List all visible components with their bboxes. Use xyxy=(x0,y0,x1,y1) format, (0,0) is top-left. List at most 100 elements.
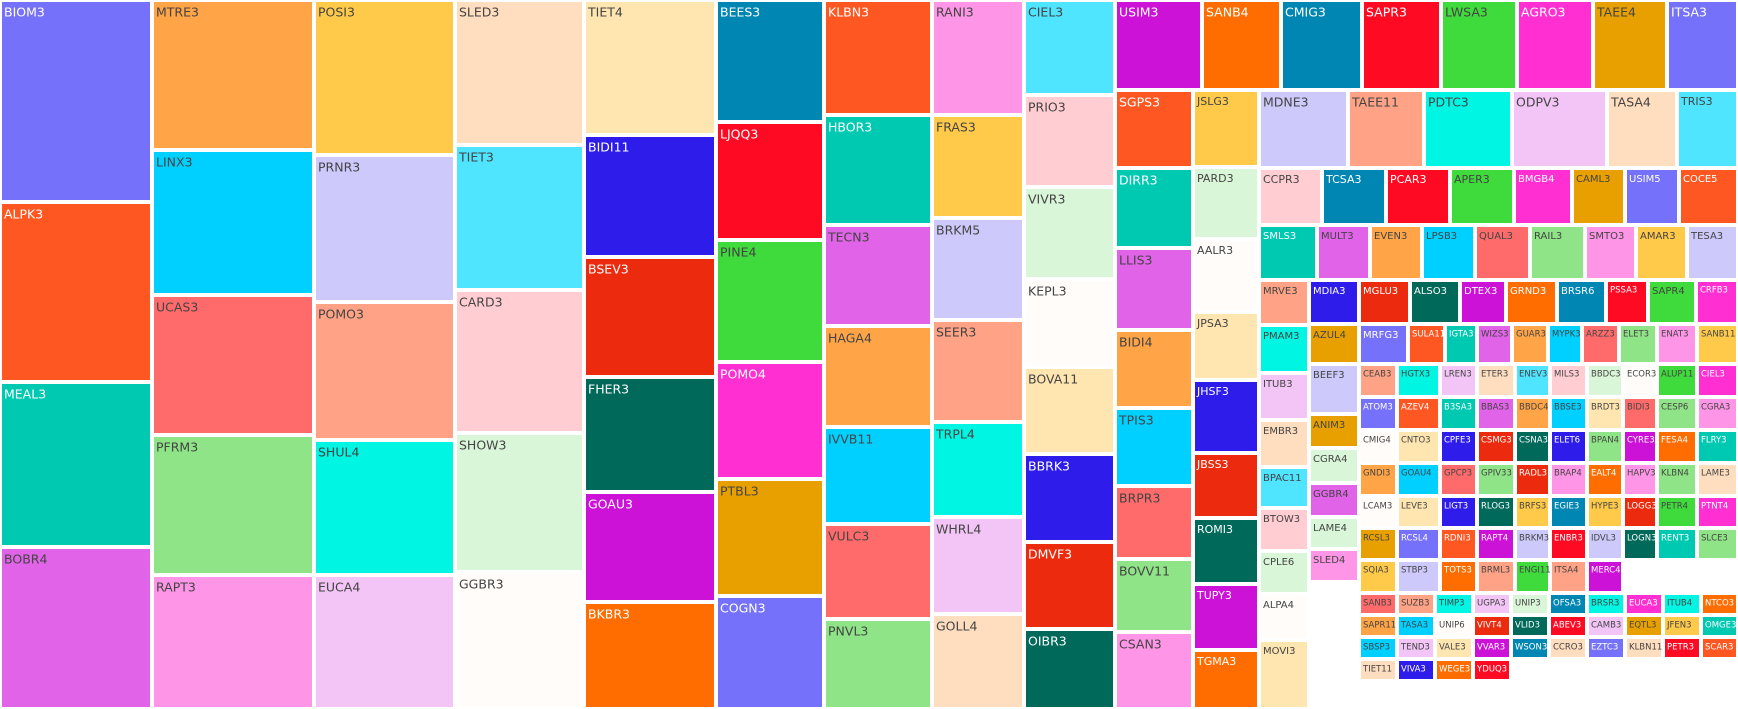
treemap-tile-alpa4-108[interactable]: ALPA4 xyxy=(1259,594,1309,640)
treemap-tile-csmg3-156[interactable]: CSMG3 xyxy=(1477,430,1515,463)
treemap-tile-oibr3-52[interactable]: OIBR3 xyxy=(1024,629,1115,709)
treemap-tile-rect[interactable] xyxy=(1511,593,1549,615)
treemap-tile-bsev3-21[interactable]: BSEV3 xyxy=(584,257,716,377)
treemap-tile-rect[interactable] xyxy=(1115,0,1202,90)
treemap-tile-rect[interactable] xyxy=(1477,496,1515,528)
treemap-tile-ceab3-131[interactable]: CEAB3 xyxy=(1359,364,1397,397)
treemap-tile-rapt4-188[interactable]: RAPT4 xyxy=(1477,528,1515,560)
treemap-tile-ggbr3-18[interactable]: GGBR3 xyxy=(455,572,584,709)
treemap-tile-rect[interactable] xyxy=(1697,496,1738,528)
treemap-tile-mdne3-78[interactable]: MDNE3 xyxy=(1259,90,1348,168)
treemap-tile-sapr3-56[interactable]: SAPR3 xyxy=(1362,0,1441,90)
treemap-tile-rect[interactable] xyxy=(1259,373,1309,420)
treemap-tile-vale3-225[interactable]: VALE3 xyxy=(1435,637,1473,659)
treemap-tile-cmig4-153[interactable]: CMIG4 xyxy=(1359,430,1397,463)
treemap-tile-pomo4-28[interactable]: POMO4 xyxy=(716,362,824,479)
treemap-tile-shul4-12[interactable]: SHUL4 xyxy=(314,440,455,575)
treemap-tile-rect[interactable] xyxy=(1475,225,1530,280)
treemap-tile-mils3-136[interactable]: MILS3 xyxy=(1550,364,1587,397)
treemap-tile-rect[interactable] xyxy=(1548,324,1582,364)
treemap-tile-wson33-227[interactable]: WSON33 xyxy=(1511,637,1553,659)
treemap-tile-rect[interactable] xyxy=(1359,364,1397,397)
treemap-tile-sanb3-203[interactable]: SANB3 xyxy=(1359,593,1397,615)
treemap-tile-trpl4-42[interactable]: TRPL4 xyxy=(932,422,1024,517)
treemap-tile-rect[interactable] xyxy=(1663,593,1701,615)
treemap-tile-show3-17[interactable]: SHOW3 xyxy=(455,433,584,572)
treemap-tile-bpan4-159[interactable]: BPAN4 xyxy=(1587,430,1623,463)
treemap-tile-rect[interactable] xyxy=(1397,528,1440,560)
treemap-tile-rect[interactable] xyxy=(1572,168,1625,225)
treemap-tile-biom3-0[interactable]: BIOM3 xyxy=(0,0,152,202)
treemap-tile-rect[interactable] xyxy=(1657,430,1697,463)
treemap-tile-rect[interactable] xyxy=(455,145,584,290)
treemap-tile-suzb3-204[interactable]: SUZB3 xyxy=(1397,593,1435,615)
treemap-tile-bees3-25[interactable]: BEES3 xyxy=(716,0,824,122)
treemap-tile-vvar3-226[interactable]: VVAR3 xyxy=(1473,637,1511,659)
treemap-tile-itsa4-201[interactable]: ITSA4 xyxy=(1550,560,1587,593)
treemap-tile-vivt4-216[interactable]: VIVT4 xyxy=(1473,615,1511,637)
treemap-tile-rect[interactable] xyxy=(1422,225,1475,280)
treemap-tile-rect[interactable] xyxy=(716,240,824,362)
treemap-tile-rect[interactable] xyxy=(1440,430,1477,463)
treemap-tile-rect[interactable] xyxy=(314,0,455,155)
treemap-tile-rect[interactable] xyxy=(1259,168,1322,225)
treemap-tile-prnr3-10[interactable]: PRNR3 xyxy=(314,155,455,302)
treemap-tile-bbas3-145[interactable]: BBAS3 xyxy=(1477,397,1515,430)
treemap-tile-brfs3-179[interactable]: BRFS3 xyxy=(1515,496,1550,528)
treemap-tile-kepl3-48[interactable]: KEPL3 xyxy=(1024,279,1115,367)
treemap-tile-rect[interactable] xyxy=(1359,659,1397,681)
treemap-tile-itsa3-60[interactable]: ITSA3 xyxy=(1667,0,1738,90)
treemap-tile-smls3-92[interactable]: SMLS3 xyxy=(1259,225,1317,280)
treemap-tile-rect[interactable] xyxy=(1024,629,1115,709)
treemap-tile-ciel3-45[interactable]: CIEL3 xyxy=(1024,0,1115,95)
treemap-tile-rect[interactable] xyxy=(314,302,455,440)
treemap-tile-rect[interactable] xyxy=(1623,528,1657,560)
treemap-tile-rect[interactable] xyxy=(1359,593,1397,615)
treemap-tile-rect[interactable] xyxy=(1477,463,1515,496)
treemap-tile-rect[interactable] xyxy=(1550,364,1587,397)
treemap-tile-ecor3-138[interactable]: ECOR3 xyxy=(1623,364,1657,397)
treemap-tile-movi3-109[interactable]: MOVI3 xyxy=(1259,640,1309,709)
treemap-tile-romi3-75[interactable]: ROMI3 xyxy=(1193,518,1259,584)
treemap-tile-beef3-130[interactable]: BEEF3 xyxy=(1309,364,1359,414)
treemap-tile-fher3-22[interactable]: FHER3 xyxy=(584,377,716,492)
treemap-tile-rect[interactable] xyxy=(584,0,716,135)
treemap-tile-bobr4-3[interactable]: BOBR4 xyxy=(0,547,152,709)
treemap-tile-llis3-63[interactable]: LLIS3 xyxy=(1115,248,1193,330)
treemap-tile-rect[interactable] xyxy=(1587,430,1623,463)
treemap-tile-elet3-127[interactable]: ELET3 xyxy=(1619,324,1657,364)
treemap-tile-lame4-174[interactable]: LAME4 xyxy=(1309,517,1359,549)
treemap-tile-rect[interactable] xyxy=(1309,549,1359,582)
treemap-tile-rect[interactable] xyxy=(716,122,824,240)
treemap-tile-rect[interactable] xyxy=(932,614,1024,709)
treemap-tile-rect[interactable] xyxy=(1697,430,1738,463)
treemap-tile-mglu3-111[interactable]: MGLU3 xyxy=(1359,280,1410,324)
treemap-tile-rect[interactable] xyxy=(1440,560,1477,593)
treemap-tile-rect[interactable] xyxy=(1657,324,1697,364)
treemap-tile-rect[interactable] xyxy=(1309,414,1359,448)
treemap-tile-rect[interactable] xyxy=(1397,364,1440,397)
treemap-tile-rect[interactable] xyxy=(1587,496,1623,528)
treemap-tile-rect[interactable] xyxy=(716,362,824,479)
treemap-tile-mtre3-4[interactable]: MTRE3 xyxy=(152,0,314,150)
treemap-tile-rect[interactable] xyxy=(1657,496,1697,528)
treemap-tile-hgtx3-132[interactable]: HGTX3 xyxy=(1397,364,1440,397)
treemap-tile-bidi4-64[interactable]: BIDI4 xyxy=(1115,330,1193,408)
treemap-tile-rect[interactable] xyxy=(1359,397,1397,430)
treemap-tile-merc4-202[interactable]: MERC4 xyxy=(1587,560,1623,593)
treemap-tile-pine4-27[interactable]: PINE4 xyxy=(716,240,824,362)
treemap-tile-logg3-182[interactable]: LOGG3 xyxy=(1623,496,1657,528)
treemap-tile-rapt3-8[interactable]: RAPT3 xyxy=(152,575,314,709)
treemap-tile-ntco3-212[interactable]: NTCO3 xyxy=(1701,593,1738,615)
treemap-tile-rect[interactable] xyxy=(1024,0,1115,95)
treemap-tile-csna3-157[interactable]: CSNA3 xyxy=(1515,430,1550,463)
treemap-tile-rect[interactable] xyxy=(455,433,584,572)
treemap-tile-rect[interactable] xyxy=(1625,593,1663,615)
treemap-tile-rect[interactable] xyxy=(1440,496,1477,528)
treemap-tile-rect[interactable] xyxy=(1397,659,1435,681)
treemap-tile-rect[interactable] xyxy=(1024,95,1115,187)
treemap-tile-smto3-98[interactable]: SMTO3 xyxy=(1585,225,1636,280)
treemap-tile-rect[interactable] xyxy=(1607,90,1677,168)
treemap-tile-rect[interactable] xyxy=(1115,330,1193,408)
treemap-tile-mdia3-110[interactable]: MDIA3 xyxy=(1309,280,1359,324)
